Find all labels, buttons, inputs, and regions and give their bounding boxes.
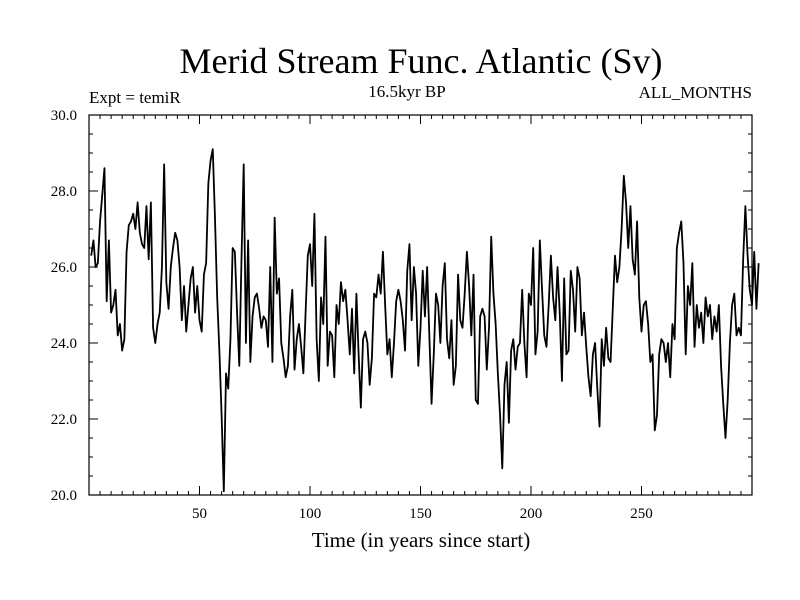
period-label: 16.5kyr BP bbox=[368, 82, 445, 101]
y-tick-label: 24.0 bbox=[51, 336, 77, 352]
experiment-label: Expt = temiR bbox=[89, 88, 181, 107]
months-label: ALL_MONTHS bbox=[639, 83, 752, 102]
y-tick-label: 22.0 bbox=[51, 412, 77, 428]
y-tick-label: 26.0 bbox=[51, 260, 77, 276]
y-tick-label: 20.0 bbox=[51, 488, 77, 504]
y-tick-labels: 20.0 22.0 24.0 26.0 28.0 30.0 bbox=[51, 108, 77, 504]
y-tick-label: 28.0 bbox=[51, 184, 77, 200]
chart-title: Merid Stream Func. Atlantic (Sv) bbox=[180, 41, 663, 81]
series-line bbox=[90, 148, 760, 493]
x-tick-label: 100 bbox=[299, 506, 322, 522]
x-tick-labels: 50 100 150 200 250 bbox=[192, 506, 653, 522]
x-tick-label: 250 bbox=[630, 506, 653, 522]
axis-ticks bbox=[89, 115, 752, 495]
x-tick-label: 200 bbox=[520, 506, 543, 522]
x-tick-label: 150 bbox=[409, 506, 432, 522]
x-tick-label: 50 bbox=[192, 506, 207, 522]
y-tick-label: 30.0 bbox=[51, 108, 77, 124]
x-axis-label: Time (in years since start) bbox=[312, 528, 531, 552]
